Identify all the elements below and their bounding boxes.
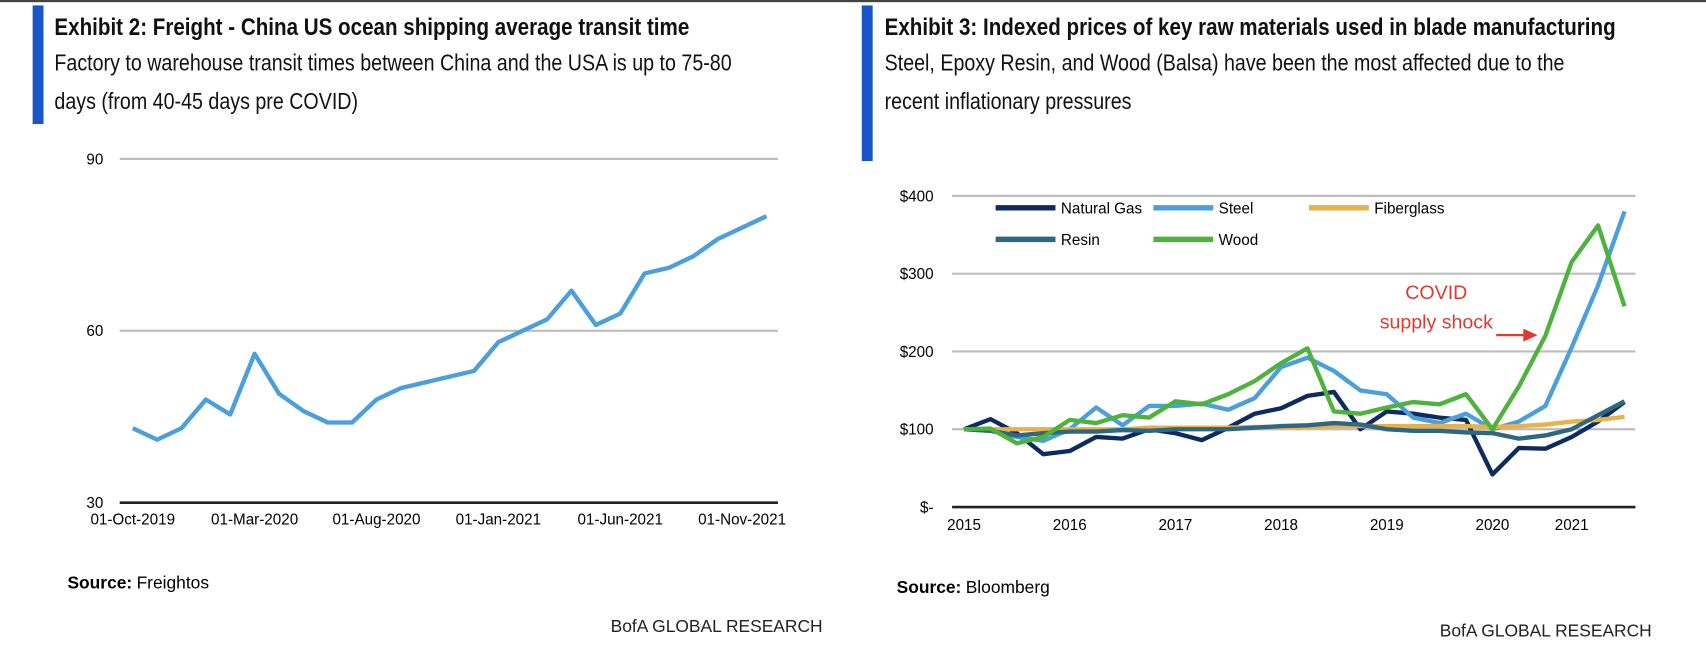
x-tick-label: 2020 (1476, 517, 1510, 534)
y-tick-label: $100 (900, 422, 934, 439)
source: Source: Freightos (67, 573, 209, 593)
header: Exhibit 2: Freight - China US ocean ship… (54, 11, 793, 121)
source-label: Source: (67, 573, 132, 593)
data-line (131, 214, 768, 442)
credit: BofA GLOBAL RESEARCH (611, 616, 823, 636)
legend-label: Natural Gas (1061, 200, 1143, 217)
y-tick-label: 30 (86, 495, 103, 512)
legend-label: Resin (1061, 232, 1100, 249)
data-line (963, 210, 1627, 444)
annotation-arrowhead (1523, 328, 1538, 342)
y-tick-label: 60 (86, 323, 103, 340)
chart-title: Exhibit 3: Indexed prices of key raw mat… (884, 13, 1616, 41)
x-tick-label: 01-Jan-2021 (456, 511, 541, 528)
source-name: Freightos (137, 573, 210, 593)
annotation: supply shock (1380, 312, 1493, 334)
y-tick-label: $- (920, 499, 934, 516)
chart-subtitle: Factory to warehouse transit times betwe… (54, 51, 732, 115)
data-line (963, 389, 1626, 477)
x-tick-label: 2015 (947, 517, 981, 534)
x-tick-label: 2019 (1370, 517, 1404, 534)
x-tick-label: 01-Mar-2020 (211, 511, 298, 528)
chart-subtitle: Steel, Epoxy Resin, and Wood (Balsa) hav… (884, 51, 1565, 115)
top-rule (0, 0, 1706, 3)
x-tick-label: 01-Jun-2021 (577, 511, 662, 528)
x-tick-label: 2016 (1053, 517, 1087, 534)
legend-label: Fiberglass (1374, 200, 1445, 217)
source-label: Source: (897, 577, 962, 597)
x-tick-label: 2021 (1555, 517, 1589, 534)
x-tick-label: 2018 (1264, 517, 1298, 534)
header: Exhibit 3: Indexed prices of key raw mat… (885, 11, 1634, 121)
y-tick-label: $400 (900, 188, 934, 205)
y-tick-label: $200 (900, 344, 934, 361)
x-tick-label: 2017 (1158, 517, 1192, 534)
chart-title: Exhibit 2: Freight - China US ocean ship… (54, 13, 690, 41)
y-tick-label: 90 (86, 151, 103, 168)
accent-bar (32, 5, 44, 125)
legend-label: Steel (1219, 200, 1254, 217)
y-tick-label: $300 (900, 266, 934, 283)
legend-label: Wood (1219, 232, 1258, 249)
x-tick-label: 01-Oct-2019 (90, 511, 175, 528)
data-line (963, 223, 1627, 446)
source-name: Bloomberg (966, 577, 1050, 597)
annotation: COVID (1405, 282, 1467, 304)
data-line (963, 399, 1626, 441)
x-tick-label: 01-Nov-2021 (698, 511, 786, 528)
accent-bar (861, 5, 873, 162)
x-tick-label: 01-Aug-2020 (332, 511, 420, 528)
source: Source: Bloomberg (897, 577, 1050, 597)
credit: BofA GLOBAL RESEARCH (1440, 621, 1652, 641)
